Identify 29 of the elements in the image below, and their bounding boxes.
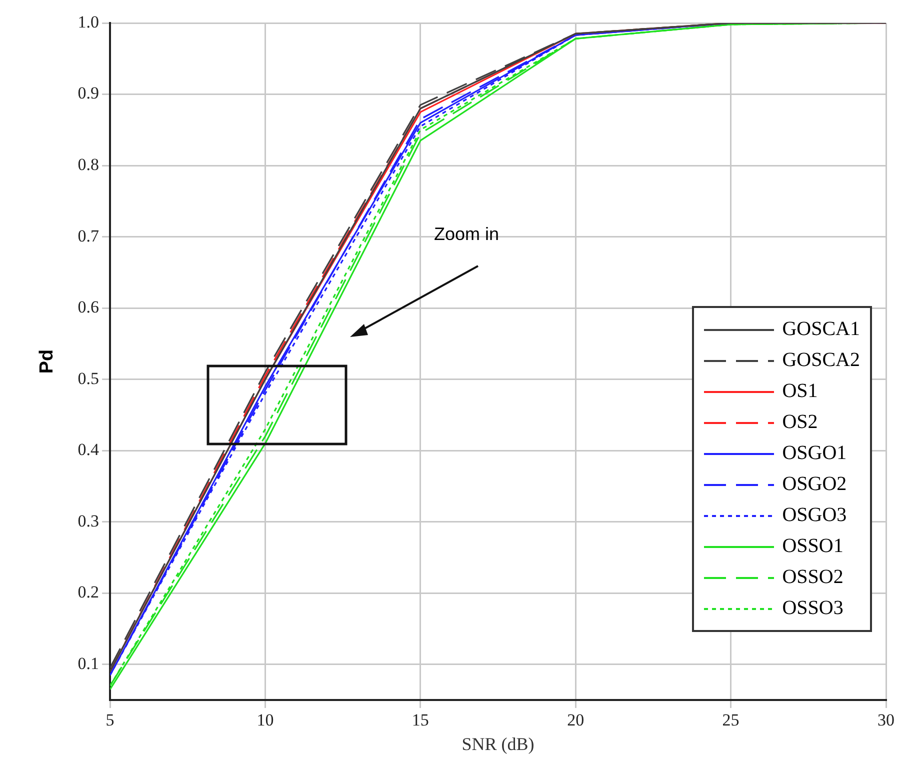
- y-tick-label: 0.2: [78, 582, 100, 602]
- y-tick-label: 0.1: [78, 654, 100, 673]
- legend-label: OSGO2: [782, 473, 847, 496]
- legend-label: OS1: [782, 380, 818, 403]
- legend-label: GOSCA1: [782, 318, 860, 341]
- legend-label: OSSO3: [782, 597, 844, 620]
- y-tick-label: 0.4: [78, 440, 100, 460]
- legend-label: OSGO3: [782, 504, 847, 527]
- y-tick-label: 1.0: [78, 12, 100, 32]
- legend-label: GOSCA2: [782, 349, 860, 372]
- y-tick-label: 0.5: [78, 368, 100, 388]
- x-tick-label: 15: [412, 710, 429, 730]
- y-axis-title: Pd: [36, 349, 58, 374]
- x-tick-label: 30: [878, 710, 894, 730]
- y-tick-label: 0.3: [78, 511, 100, 530]
- legend-label: OSSO2: [782, 566, 844, 589]
- y-tick-label: 0.6: [78, 298, 100, 317]
- x-tick-label: 10: [256, 710, 274, 730]
- y-tick-label: 0.9: [78, 84, 100, 103]
- legend-label: OS2: [782, 411, 818, 434]
- y-tick-label: 0.7: [78, 226, 100, 246]
- y-tick-label: 0.8: [78, 154, 100, 174]
- legend-label: OSSO1: [782, 535, 844, 558]
- x-tick-label: 5: [106, 710, 114, 730]
- x-tick-label: 20: [567, 710, 584, 730]
- x-axis-title: SNR (dB): [462, 734, 534, 754]
- legend-label: OSGO1: [782, 442, 847, 465]
- x-tick-label: 25: [722, 710, 740, 730]
- annotation: Zoom in: [434, 224, 500, 245]
